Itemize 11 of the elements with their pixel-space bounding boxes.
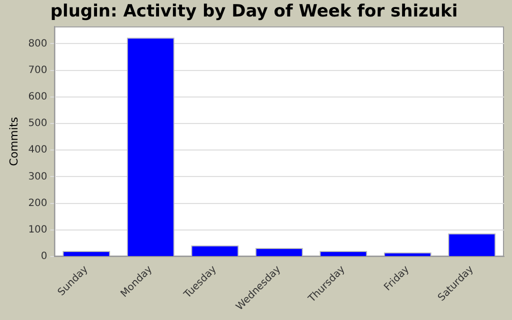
y-tick-label: 100	[28, 224, 48, 236]
chart-title: plugin: Activity by Day of Week for shizuki	[50, 2, 458, 22]
y-axis-title: Commits	[7, 116, 20, 166]
y-tick-label: 500	[28, 118, 48, 130]
y-tick-label: 700	[28, 64, 48, 76]
y-tick-label: 300	[28, 171, 48, 182]
y-tick-label: 800	[28, 38, 48, 50]
y-tick-label: 400	[28, 144, 48, 156]
y-tick-label: 0	[40, 251, 48, 262]
y-tick-label: 600	[28, 92, 48, 103]
y-tick-label: 200	[28, 198, 48, 209]
